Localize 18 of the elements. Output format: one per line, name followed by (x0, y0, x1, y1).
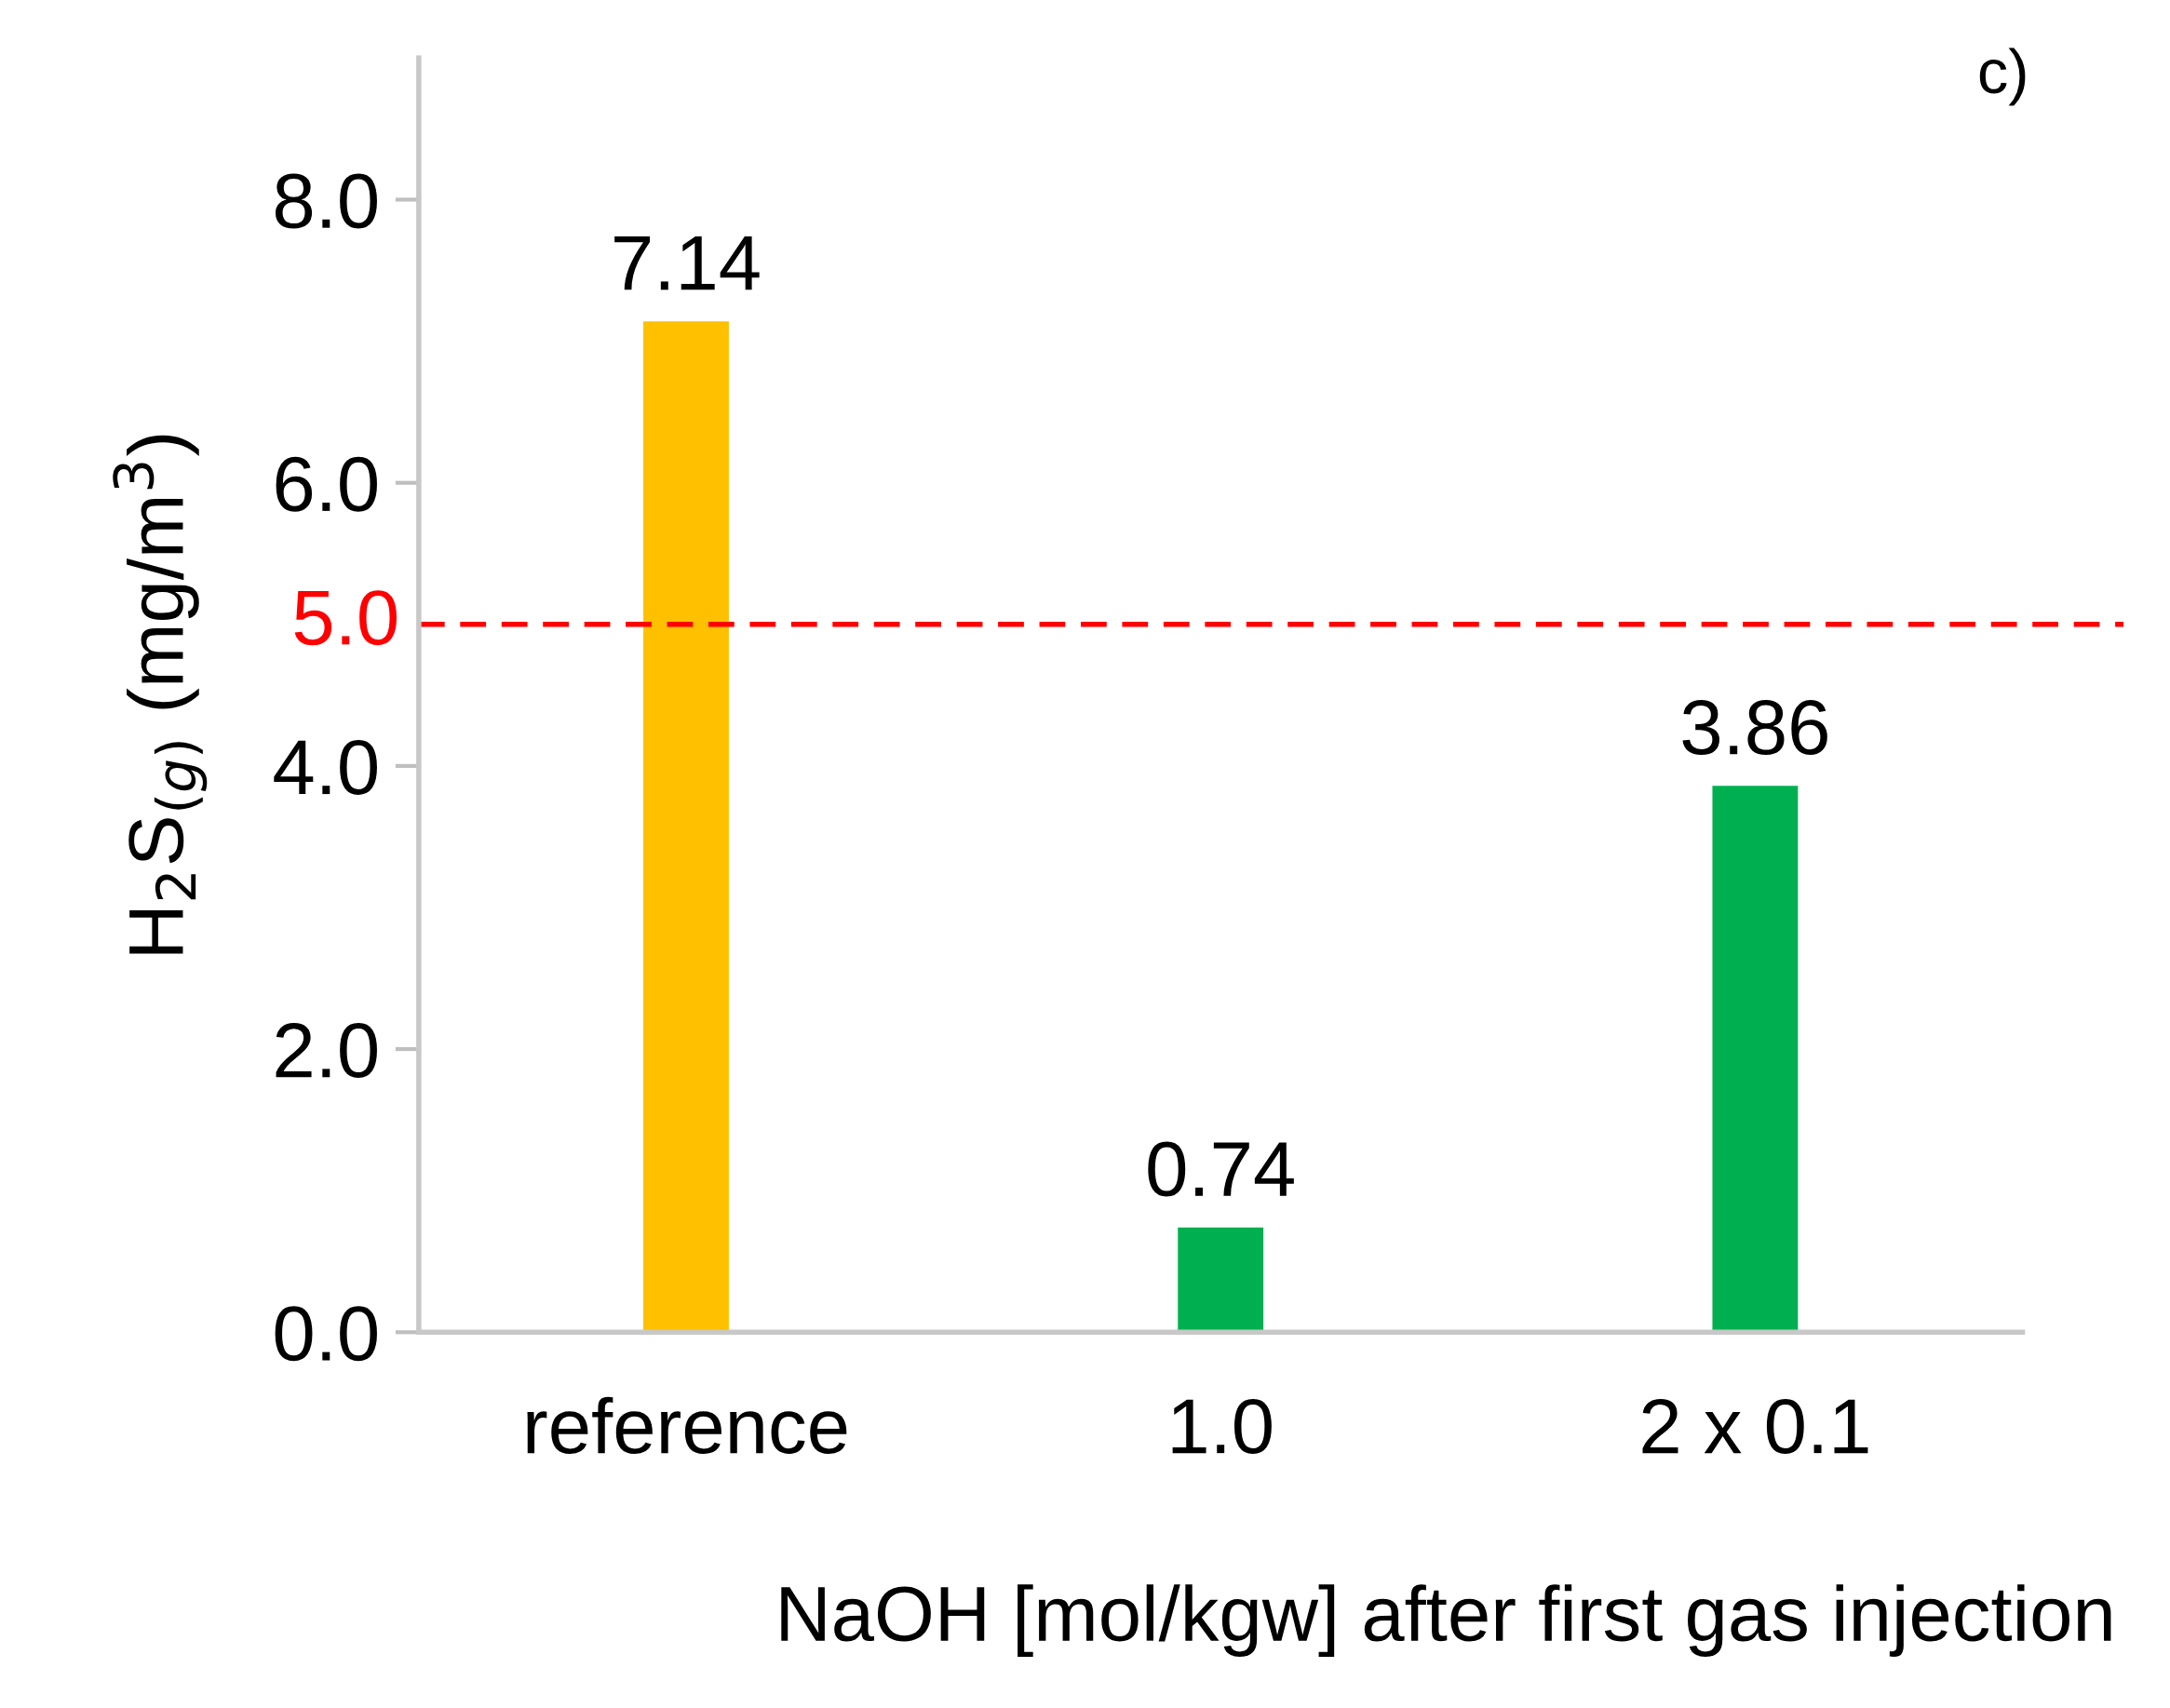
y-tick-label: 4.0 (274, 739, 377, 795)
annotation: c) (1979, 47, 2026, 106)
y-tick-label: 6.0 (276, 456, 377, 512)
data-label: 7.14 (614, 236, 760, 290)
data-label: 0.74 (1148, 1141, 1294, 1197)
bar (1712, 786, 1799, 1333)
data-label: 3.86 (1682, 700, 1827, 756)
y-tick-label: 8.0 (276, 173, 377, 229)
ref-line-label: 5.0 (294, 590, 397, 646)
x-tick-label: 2 x 0.1 (1642, 1398, 1868, 1454)
x-tick-label: reference (527, 1396, 847, 1454)
bar (1178, 1227, 1264, 1333)
x-axis-title: NaOH [mol/kgw] after first gas injection (781, 1584, 2111, 1657)
x-tick-label: 1.0 (1172, 1398, 1272, 1454)
y-tick-label: 2.0 (276, 1023, 377, 1079)
bar (643, 321, 729, 1333)
y-axis-title: H$_{2}$S$_{(g)}$ (mg/m$^{3}$) (113, 435, 208, 954)
y-tick-label: 0.0 (275, 1306, 377, 1362)
